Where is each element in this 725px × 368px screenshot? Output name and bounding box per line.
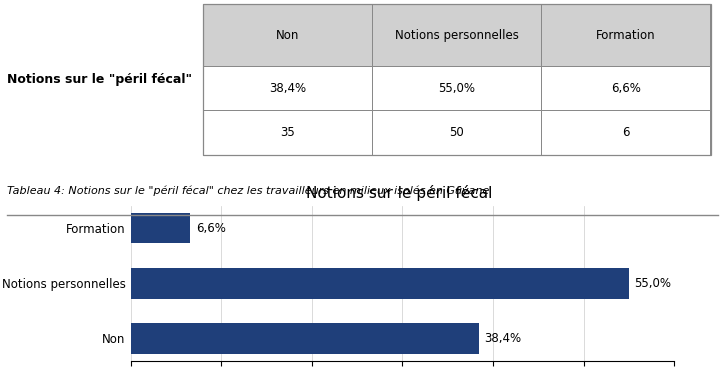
Bar [130,268,629,298]
Text: Tableau 4: Notions sur le "péril fécal" chez les travailleurs en milieux isolés : Tableau 4: Notions sur le "péril fécal" … [7,185,489,196]
FancyBboxPatch shape [542,110,710,155]
FancyBboxPatch shape [372,4,542,66]
Bar [130,213,190,243]
Text: 35: 35 [280,126,295,139]
Text: Non: Non [276,29,299,42]
Text: Notions sur le "péril fécal": Notions sur le "péril fécal" [7,73,192,86]
FancyBboxPatch shape [372,110,542,155]
Text: 55,0%: 55,0% [438,82,476,95]
Text: 38,4%: 38,4% [269,82,306,95]
Text: 50: 50 [450,126,464,139]
Text: 6,6%: 6,6% [611,82,641,95]
Text: 55,0%: 55,0% [634,277,671,290]
Text: 6: 6 [622,126,630,139]
FancyBboxPatch shape [542,4,710,66]
Text: 6,6%: 6,6% [196,222,225,235]
FancyBboxPatch shape [203,66,372,110]
Bar [130,323,478,354]
FancyBboxPatch shape [372,66,542,110]
Text: Notions sur le péril fécal: Notions sur le péril fécal [305,185,492,201]
Text: Notions personnelles: Notions personnelles [395,29,518,42]
FancyBboxPatch shape [542,66,710,110]
Text: Formation: Formation [596,29,655,42]
FancyBboxPatch shape [203,4,372,66]
FancyBboxPatch shape [203,110,372,155]
Text: 38,4%: 38,4% [484,332,521,345]
